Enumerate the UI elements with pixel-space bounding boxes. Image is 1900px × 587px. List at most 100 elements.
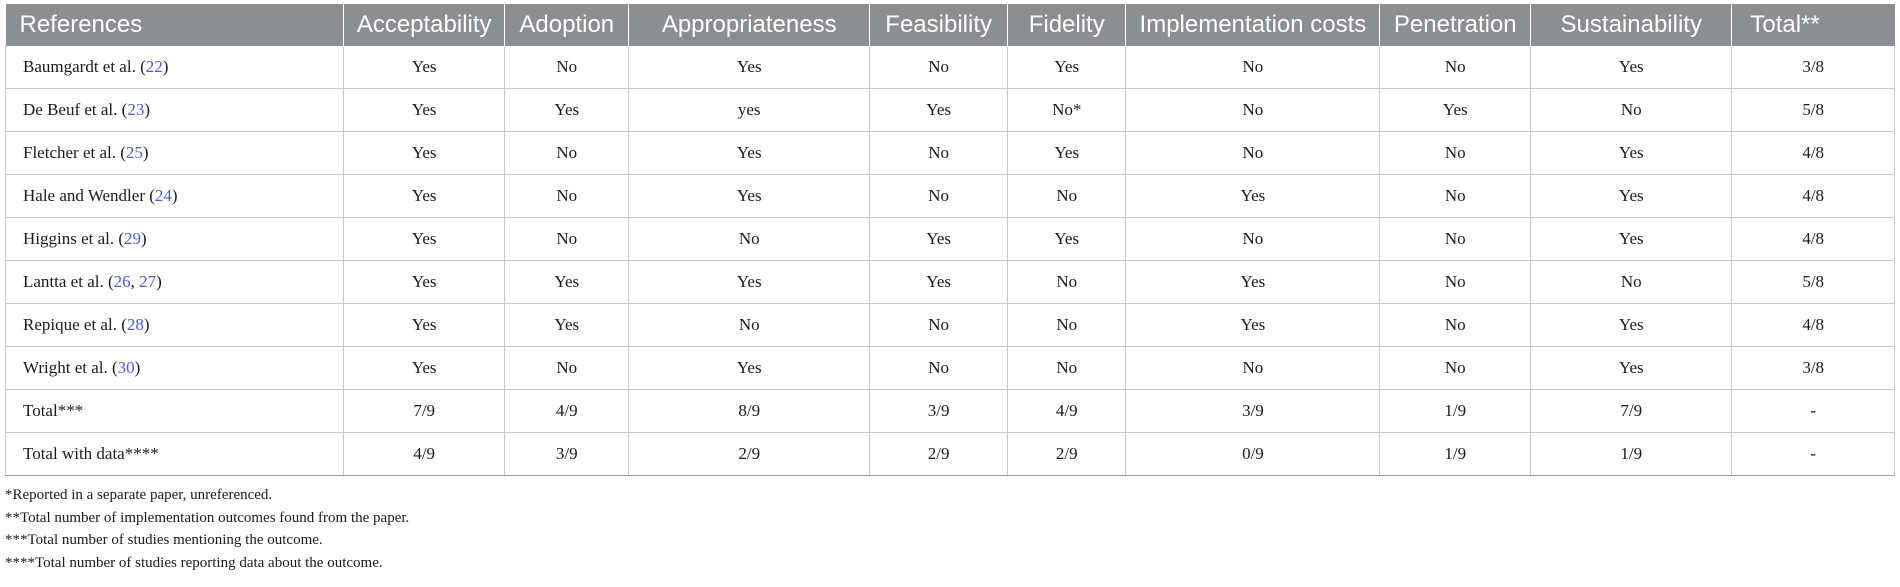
table-cell: No <box>628 217 871 261</box>
reference-name: Total*** <box>23 401 84 420</box>
header-appropriateness: Appropriateness <box>628 4 871 46</box>
citation-link[interactable]: 22 <box>145 57 163 76</box>
reference-suffix: ) <box>134 358 141 377</box>
reference-cell: Hale and Wendler (24) <box>5 174 344 218</box>
reference-cell: Fletcher et al. (25) <box>5 131 344 175</box>
table-cell: Yes <box>1530 217 1733 261</box>
table-cell: 3/9 <box>869 389 1009 433</box>
table-cell: 0/9 <box>1125 432 1381 476</box>
table-cell: No <box>869 303 1009 347</box>
table-row: De Beuf et al. (23) Yes Yes yes Yes No* No Yes N… <box>5 88 1895 132</box>
table-cell: No <box>1125 131 1381 175</box>
table-cell: Yes <box>628 174 871 218</box>
table-cell: yes <box>628 88 871 132</box>
citation-link[interactable]: 23 <box>127 100 145 119</box>
header-total: Total** <box>1731 4 1895 46</box>
outcomes-table-container: References Acceptability Adoption Approp… <box>5 4 1895 476</box>
table-cell: Yes <box>628 46 871 89</box>
table-cell: No <box>504 46 630 89</box>
table-cell: Yes <box>869 217 1009 261</box>
reference-name: Baumgardt et al. ( <box>23 57 146 76</box>
table-cell: Yes <box>343 131 506 175</box>
reference-cell: De Beuf et al. (23) <box>5 88 344 132</box>
reference-name: Repique et al. ( <box>23 315 127 334</box>
table-body: Baumgardt et al. (22) Yes No Yes No Yes No No Ye… <box>5 46 1895 476</box>
table-cell: 2/9 <box>1007 432 1127 476</box>
table-row: Total*** 7/9 4/9 8/9 3/9 4/9 3/9 1/9 7/9- <box>5 389 1895 433</box>
citation-link[interactable]: 27 <box>139 272 157 291</box>
reference-cell: Repique et al. (28) <box>5 303 344 347</box>
table-cell: No <box>504 217 630 261</box>
table-cell: 1/9 <box>1379 432 1532 476</box>
header-adoption: Adoption <box>504 4 630 46</box>
table-cell: Yes <box>1125 260 1381 304</box>
table-cell: Yes <box>1530 303 1733 347</box>
table-cell: 3/9 <box>504 432 630 476</box>
table-cell: Yes <box>1007 46 1127 89</box>
table-cell: No <box>1530 260 1733 304</box>
table-cell: Yes <box>1379 88 1532 132</box>
reference-suffix: ) <box>141 229 147 248</box>
table-cell: 3/8 <box>1731 46 1895 89</box>
table-cell: Yes <box>343 217 506 261</box>
header-implementation-costs: Implementation costs <box>1125 4 1381 46</box>
citation-link[interactable]: 24 <box>154 186 172 205</box>
table-cell: 2/9 <box>628 432 871 476</box>
reference-suffix: ) <box>144 100 150 119</box>
citation-link[interactable]: 29 <box>124 229 142 248</box>
header-references: References <box>5 4 344 46</box>
reference-name: Fletcher et al. ( <box>23 143 126 162</box>
citation-link[interactable]: 28 <box>126 315 144 334</box>
table-cell: 3/9 <box>1125 389 1381 433</box>
table-cell: Yes <box>343 303 506 347</box>
reference-suffix: ) <box>143 315 150 334</box>
reference-cell: Wright et al. (30) <box>5 346 344 390</box>
reference-cell: Lantta et al. (26, 27) <box>5 260 344 304</box>
table-cell: Yes <box>343 46 506 89</box>
table-cell: Yes <box>869 88 1009 132</box>
header-feasibility: Feasibility <box>869 4 1009 46</box>
reference-cell: Total with data**** <box>5 432 344 476</box>
citation-link[interactable]: 30 <box>117 358 135 377</box>
table-cell: Yes <box>1530 346 1733 390</box>
table-cell: No <box>1125 346 1381 390</box>
reference-name: Hale and Wendler ( <box>23 186 155 205</box>
table-cell: No <box>1379 46 1532 89</box>
table-cell: No <box>1125 88 1381 132</box>
table-cell: No <box>1379 260 1532 304</box>
table-cell: 4/8 <box>1731 174 1895 218</box>
citation-link[interactable]: 25 <box>125 143 143 162</box>
table-cell: No <box>1379 174 1532 218</box>
table-cell: 3/8 <box>1731 346 1895 390</box>
reference-name: Total with data**** <box>23 444 159 463</box>
table-row: Higgins et al. (29) Yes No No Yes Yes No No Yes 4… <box>5 217 1895 261</box>
table-cell: 7/9 <box>1530 389 1733 433</box>
table-cell: No <box>1007 174 1127 218</box>
table-cell: Yes <box>628 131 871 175</box>
table-cell: 5/8 <box>1731 260 1895 304</box>
table-cell: Yes <box>343 88 506 132</box>
table-cell: Yes <box>628 346 871 390</box>
table-cell: No <box>1379 346 1532 390</box>
table-cell: No <box>869 131 1009 175</box>
table-cell: 4/8 <box>1731 131 1895 175</box>
table-cell: Yes <box>1125 174 1381 218</box>
table-cell: - <box>1731 432 1895 476</box>
table-cell: Yes <box>1125 303 1381 347</box>
table-cell: 1/9 <box>1379 389 1532 433</box>
table-cell: No <box>1379 217 1532 261</box>
table-cell: Yes <box>343 174 506 218</box>
reference-name: Lantta et al. ( <box>23 272 114 291</box>
table-cell: Yes <box>1530 174 1733 218</box>
table-cell: 4/9 <box>504 389 630 433</box>
table-cell: 5/8 <box>1731 88 1895 132</box>
table-cell: No <box>1007 260 1127 304</box>
citation-link[interactable]: 26 <box>113 272 131 291</box>
reference-cell: Higgins et al. (29) <box>5 217 344 261</box>
table-cell: No <box>504 131 630 175</box>
table-cell: No <box>869 174 1009 218</box>
reference-name: Higgins et al. ( <box>23 229 125 248</box>
table-cell: Yes <box>343 346 506 390</box>
table-cell: - <box>1731 389 1895 433</box>
header-sustainability: Sustainability <box>1530 4 1733 46</box>
